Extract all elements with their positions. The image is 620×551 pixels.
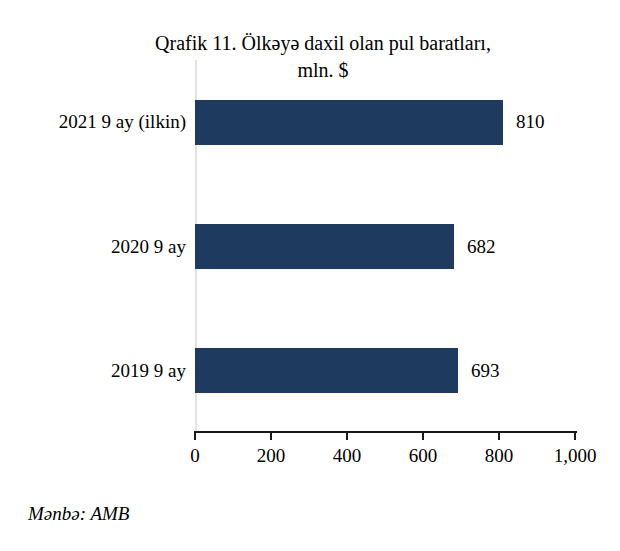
chart-page: Qrafik 11. Ölkəyə daxil olan pul baratla… xyxy=(0,0,620,551)
x-axis-tick xyxy=(574,433,576,440)
x-axis-tick-label: 200 xyxy=(231,444,311,468)
category-label: 2020 9 ay xyxy=(6,235,186,259)
chart-title-line2: mln. $ xyxy=(297,59,348,81)
bar xyxy=(195,348,458,393)
x-axis-tick-label: 0 xyxy=(155,444,235,468)
x-axis-tick xyxy=(194,433,196,440)
x-axis-tick xyxy=(422,433,424,440)
x-axis-tick-label: 1,000 xyxy=(535,444,615,468)
x-axis-tick-label: 400 xyxy=(307,444,387,468)
x-axis-tick-label: 600 xyxy=(383,444,463,468)
chart-title-line1: Qrafik 11. Ölkəyə daxil olan pul baratla… xyxy=(155,32,491,54)
x-axis-tick xyxy=(346,433,348,440)
bar xyxy=(195,224,454,269)
source-note: Mənbə: AMB xyxy=(28,503,129,525)
value-label: 693 xyxy=(471,359,500,383)
x-axis-tick xyxy=(270,433,272,440)
x-axis-tick xyxy=(498,433,500,440)
category-label: 2021 9 ay (ilkin) xyxy=(6,110,186,134)
chart-title: Qrafik 11. Ölkəyə daxil olan pul baratla… xyxy=(26,30,620,84)
x-axis-tick-label: 800 xyxy=(459,444,539,468)
bar xyxy=(195,100,503,145)
value-label: 810 xyxy=(516,110,545,134)
category-label: 2019 9 ay xyxy=(6,359,186,383)
x-axis-line xyxy=(194,431,577,433)
value-label: 682 xyxy=(467,235,496,259)
